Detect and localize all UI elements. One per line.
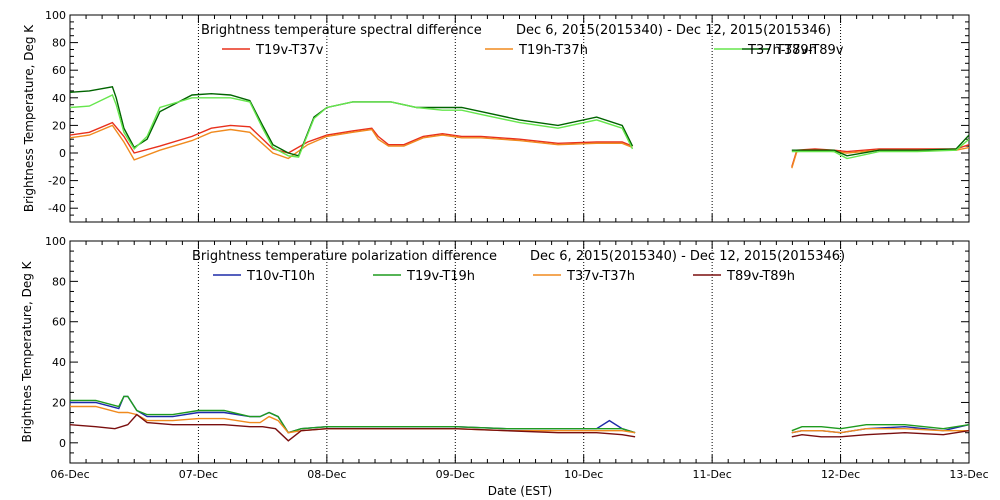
- legend-label: T19h-T37h: [518, 43, 588, 58]
- polarization-difference-panel: 0 20 40 60 80 100 Brightnes Temperature, Deg K…: [20, 235, 970, 464]
- legend-label: T37h-T89h: [747, 43, 817, 58]
- legend-label: T37v-T37h: [566, 269, 635, 284]
- spectral-difference-panel: -40 -20 0 20 40 60 80 100 Brightness Temperature…: [22, 9, 970, 223]
- x-tick-label: 08-Dec: [307, 468, 346, 481]
- legend-label: T19v-T19h: [406, 269, 475, 284]
- series-line: [70, 86, 634, 157]
- y-tick-label: 0: [59, 437, 66, 450]
- x-tick-label: 11-Dec: [693, 468, 732, 481]
- panel-title: Brightness temperature spectral differen…: [201, 23, 482, 38]
- series-line: [791, 144, 969, 168]
- y-tick-label: 100: [45, 9, 66, 22]
- y-tick-label: 20: [52, 119, 66, 132]
- y-tick-label: 60: [52, 64, 66, 77]
- y-tick-label: 80: [52, 37, 66, 50]
- x-tick-label: 06-Dec: [50, 468, 89, 481]
- x-axis-title: Date (EST): [488, 484, 552, 498]
- panel-title: Brightness temperature polarization diff…: [192, 249, 497, 264]
- date-axis: 06-Dec 07-Dec 08-Dec 09-Dec 10-Dec 11-Dec 12-D…: [50, 468, 988, 481]
- series-line: [70, 395, 636, 434]
- y-tick-label: -20: [48, 175, 66, 188]
- legend-label: T89v-T89h: [726, 269, 795, 284]
- y-tick-label: 40: [52, 92, 66, 105]
- series-line: [70, 124, 633, 161]
- series-line: [791, 138, 969, 160]
- legend-label: T10v-T10h: [246, 269, 315, 284]
- x-tick-label: 12-Dec: [821, 468, 860, 481]
- series-line: [791, 428, 969, 434]
- y-tick-label: 0: [59, 147, 66, 160]
- legend-label: T37v-T89v: [775, 43, 844, 58]
- series-line: [70, 413, 636, 442]
- y-tick-label: 40: [52, 356, 66, 369]
- legend-label: T19v-T37v: [255, 43, 324, 58]
- panel-subtitle: Dec 6, 2015(2015340) - Dec 12, 2015(2015…: [516, 23, 831, 38]
- series-line: [791, 424, 969, 432]
- plot-frame: [69, 240, 970, 464]
- series-line: [70, 121, 633, 154]
- panel-subtitle: Dec 6, 2015(2015340) - Dec 12, 2015(2015…: [530, 249, 845, 264]
- y-tick-label: 60: [52, 316, 66, 329]
- x-tick-label: 13-Dec: [949, 468, 988, 481]
- y-axis-title: Brightness Temperature, Deg K: [22, 24, 36, 212]
- y-tick-label: 100: [45, 235, 66, 248]
- y-tick-label: -40: [48, 202, 66, 215]
- x-tick-label: 10-Dec: [564, 468, 603, 481]
- series-line: [70, 94, 634, 158]
- x-tick-label: 07-Dec: [179, 468, 218, 481]
- series-line: [791, 430, 969, 438]
- y-tick-label: 20: [52, 396, 66, 409]
- y-axis-title: Brightnes Temperature, Deg K: [20, 260, 34, 442]
- series-line: [791, 134, 969, 157]
- y-tick-label: 80: [52, 275, 66, 288]
- x-tick-label: 09-Dec: [436, 468, 475, 481]
